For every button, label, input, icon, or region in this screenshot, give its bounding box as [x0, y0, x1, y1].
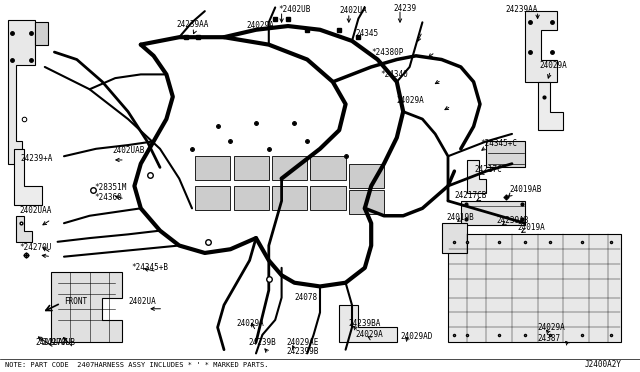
- Text: 24239BA: 24239BA: [349, 319, 381, 328]
- Bar: [310, 156, 346, 180]
- Text: *24380P: *24380P: [371, 48, 404, 57]
- Text: 24217CB: 24217CB: [454, 191, 487, 200]
- Text: FRONT: FRONT: [64, 297, 87, 306]
- Bar: [486, 141, 525, 167]
- Polygon shape: [339, 305, 397, 342]
- Text: 24019A: 24019A: [517, 223, 545, 232]
- Text: *24360: *24360: [95, 193, 122, 202]
- Text: 2402UA: 2402UA: [128, 297, 156, 306]
- Text: 24019AB: 24019AB: [509, 185, 542, 194]
- Polygon shape: [51, 272, 122, 342]
- Text: 2402UAA: 2402UAA: [19, 206, 52, 215]
- Bar: [272, 156, 307, 180]
- Text: *2402UB: *2402UB: [278, 5, 311, 14]
- Text: 24029A: 24029A: [246, 21, 274, 30]
- Text: *24340: *24340: [381, 70, 408, 79]
- Bar: [349, 190, 384, 214]
- Text: J2400A2Y: J2400A2Y: [585, 360, 622, 369]
- Text: 24029A: 24029A: [540, 61, 567, 70]
- Text: 2402UA: 2402UA: [339, 6, 367, 15]
- Text: 24345: 24345: [355, 29, 378, 38]
- Text: 24239AA: 24239AA: [506, 5, 538, 14]
- Polygon shape: [8, 20, 35, 164]
- Text: 24029A: 24029A: [237, 319, 264, 328]
- Text: 24239B: 24239B: [248, 338, 276, 347]
- Polygon shape: [16, 216, 32, 242]
- Text: 24019B: 24019B: [447, 213, 474, 222]
- Text: 24239AA: 24239AA: [176, 20, 209, 29]
- Text: *28351M: *28351M: [95, 183, 127, 192]
- Polygon shape: [14, 149, 42, 205]
- Text: 24029AE: 24029AE: [287, 338, 319, 347]
- Bar: [461, 201, 525, 225]
- Text: *24270U: *24270U: [19, 243, 52, 252]
- Text: 2402UAB: 2402UAB: [112, 146, 145, 155]
- Text: NOTE: PART CODE  2407HARNESS ASSY INCLUDES * ' * MARKED PARTS.: NOTE: PART CODE 2407HARNESS ASSY INCLUDE…: [5, 362, 269, 368]
- Polygon shape: [467, 160, 486, 193]
- Bar: [195, 156, 230, 180]
- Text: 24078: 24078: [294, 293, 317, 302]
- Text: 24239+A: 24239+A: [20, 154, 53, 163]
- Text: *24270UB: *24270UB: [38, 338, 76, 347]
- Bar: [234, 186, 269, 210]
- Bar: [35, 22, 48, 45]
- Text: 24029A: 24029A: [355, 330, 383, 339]
- Text: 24217C: 24217C: [475, 165, 502, 174]
- Text: 24029AD: 24029AD: [400, 332, 433, 341]
- Text: 24387: 24387: [538, 334, 561, 343]
- Bar: [195, 186, 230, 210]
- Polygon shape: [448, 234, 621, 342]
- Polygon shape: [538, 82, 563, 130]
- Text: *24345+B: *24345+B: [131, 263, 168, 272]
- Bar: [349, 164, 384, 188]
- Text: 242399B: 242399B: [287, 347, 319, 356]
- Text: 24029A: 24029A: [538, 323, 565, 332]
- Bar: [272, 186, 307, 210]
- Text: 2402UAA: 2402UAA: [35, 338, 68, 347]
- Text: 24239AB: 24239AB: [496, 216, 529, 225]
- Bar: [310, 186, 346, 210]
- Text: 24239: 24239: [393, 4, 416, 13]
- Text: 24029A: 24029A: [397, 96, 424, 105]
- Bar: [234, 156, 269, 180]
- Text: *24345+C: *24345+C: [480, 139, 517, 148]
- Polygon shape: [525, 11, 557, 82]
- Bar: [442, 223, 467, 253]
